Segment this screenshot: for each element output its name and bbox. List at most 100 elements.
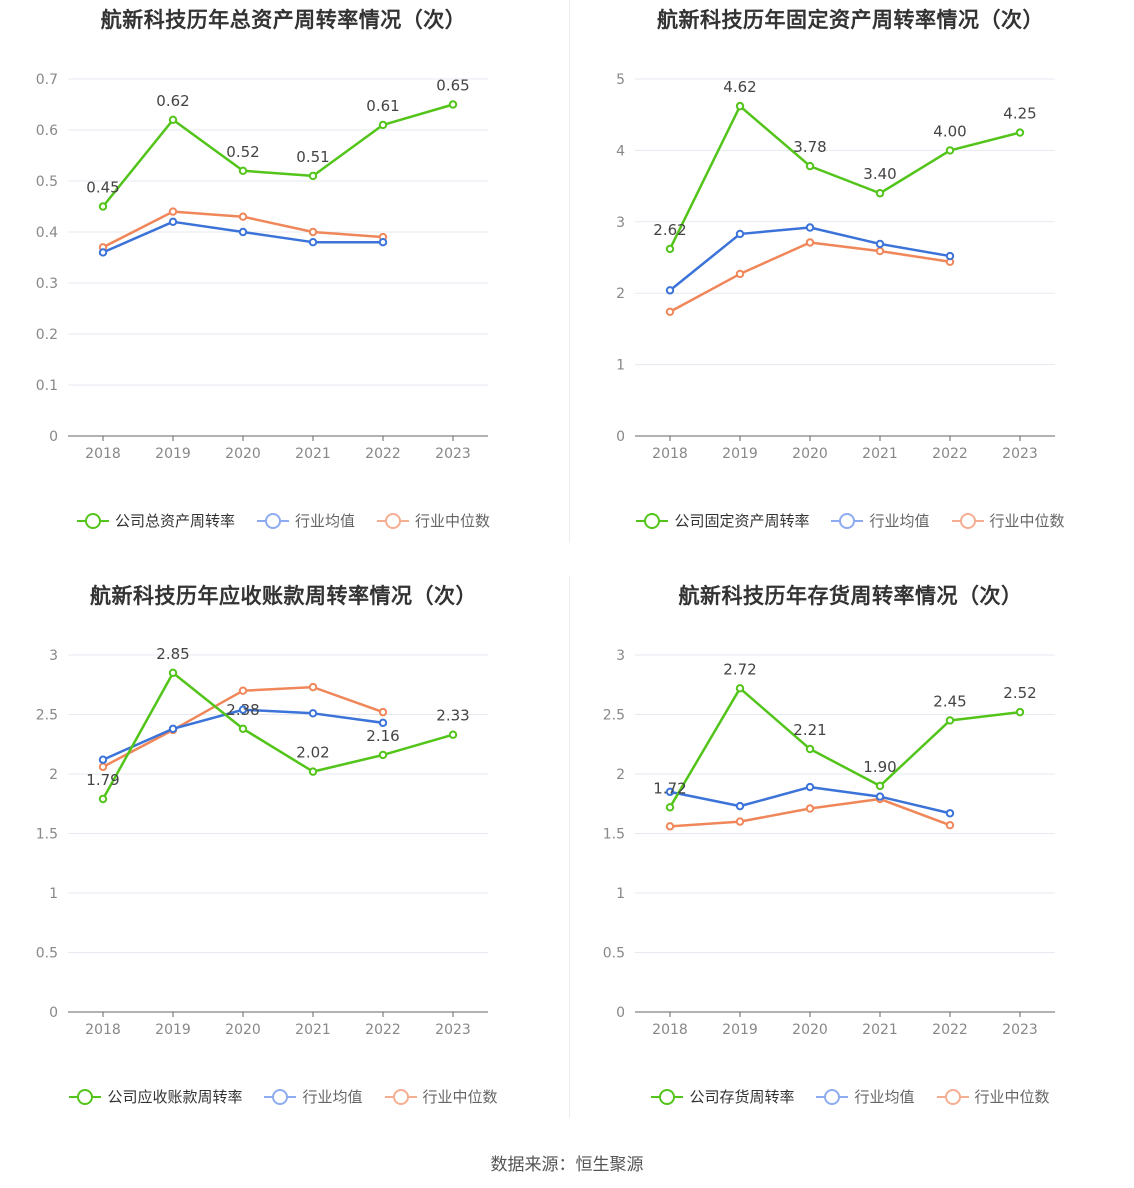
y-tick-label: 0.7 [36, 72, 58, 88]
legend-item-average[interactable]: 行业均值 [256, 510, 355, 531]
legend-item-company[interactable]: 公司固定资产周转率 [636, 510, 809, 531]
data-point-company [735, 101, 745, 111]
data-label: 3.40 [863, 165, 896, 183]
data-point-average [945, 251, 955, 261]
data-point-median [308, 227, 318, 237]
data-point-average [805, 223, 815, 232]
legend-label: 行业中位数 [422, 1088, 498, 1106]
data-point-company [875, 189, 885, 198]
y-tick-label: 4 [616, 143, 625, 159]
legend-label: 行业均值 [854, 1088, 915, 1106]
chart-plot: 0 0.1 0.2 0.3 0.4 0.5 0.6 0.7 2018 2019 2020 2021 20… [36, 72, 488, 462]
data-label: 2.72 [723, 660, 756, 678]
chart-title: 航新科技历年存货周转率情况（次） [678, 584, 1023, 608]
legend-item-median[interactable]: 行业中位数 [951, 510, 1065, 531]
data-point-average [98, 248, 108, 257]
data-point-company [1015, 128, 1025, 137]
x-tick-label: 2018 [85, 1022, 121, 1038]
data-point-average [945, 809, 955, 818]
legend-item-company[interactable]: 公司存货周转率 [651, 1086, 794, 1107]
data-label: 4.25 [1003, 105, 1036, 123]
legend-label: 行业中位数 [974, 1088, 1050, 1106]
chart-panel-total-assets: 航新科技历年总资产周转率情况（次） 0 0.1 0.2 0.3 0.4 0.5 0.6 0.7… [0, 0, 567, 575]
data-point-average [238, 705, 248, 714]
panel-divider [569, 0, 570, 543]
legend-swatch-icon [264, 1088, 297, 1105]
data-point-median [735, 817, 745, 826]
data-point-average [378, 238, 388, 247]
legend-item-median[interactable]: 行业中位数 [936, 1086, 1050, 1107]
legend-swatch-icon [816, 1088, 849, 1105]
y-tick-label: 3 [616, 648, 625, 664]
legend-item-average[interactable]: 行业均值 [831, 510, 930, 531]
chart-legend: 公司存货周转率 行业均值 行业中位数 [567, 1086, 1134, 1107]
legend-item-company[interactable]: 公司总资产周转率 [76, 510, 235, 531]
chart-panel-inventory: 航新科技历年存货周转率情况（次） 0 0.5 1 1.5 2 2.5 3 2018 2019 20… [567, 576, 1134, 1151]
legend-label: 公司存货周转率 [689, 1088, 795, 1106]
legend-swatch-icon [377, 512, 409, 529]
x-tick-label: 2020 [225, 1022, 261, 1038]
data-point-company [805, 161, 815, 171]
data-point-average [735, 229, 745, 239]
legend-label: 行业均值 [869, 512, 930, 530]
data-point-company [448, 730, 458, 739]
data-label: 1.79 [86, 771, 119, 789]
data-point-median [238, 686, 248, 695]
x-tick-label: 2018 [652, 1022, 688, 1038]
y-tick-label: 3 [616, 215, 625, 231]
y-tick-label: 0 [616, 1005, 625, 1021]
data-point-company [308, 171, 318, 181]
data-label: 2.45 [933, 692, 966, 710]
data-point-average [238, 227, 248, 237]
legend-item-average[interactable]: 行业均值 [264, 1086, 363, 1107]
legend-item-company[interactable]: 公司应收账款周转率 [69, 1086, 242, 1107]
series-line-average [669, 226, 951, 292]
data-point-average [875, 792, 885, 801]
legend-label: 行业均值 [294, 512, 355, 530]
y-tick-label: 0.1 [36, 378, 58, 394]
chart-plot: 0 1 2 3 4 5 2018 2019 2020 2021 2022 2023 2.62 4.62 3.… [616, 72, 1055, 462]
x-tick-label: 2020 [792, 1022, 828, 1038]
chart-panel-fixed-assets: 航新科技历年固定资产周转率情况（次） 0 1 2 3 4 5 2018 2019 2020 202… [567, 0, 1134, 575]
x-tick-label: 2022 [932, 446, 968, 462]
data-point-average [665, 787, 675, 797]
legend-label: 行业中位数 [989, 512, 1065, 530]
y-tick-label: 2 [616, 286, 625, 302]
x-tick-label: 2023 [1002, 446, 1038, 462]
series-line-company [668, 104, 1021, 250]
legend-swatch-icon [651, 1088, 684, 1105]
chart-panel-receivables: 航新科技历年应收账款周转率情况（次） 0 0.5 1 1.5 2 2.5 3 2018 2019… [0, 576, 567, 1151]
legend-label: 行业均值 [302, 1088, 363, 1106]
x-tick-label: 2021 [295, 1022, 331, 1038]
legend-swatch-icon [69, 1088, 102, 1105]
data-point-median [308, 682, 318, 692]
legend-item-median[interactable]: 行业中位数 [384, 1086, 498, 1107]
x-tick-label: 2022 [365, 1022, 401, 1038]
legend-label: 公司固定资产周转率 [674, 512, 810, 530]
data-point-company [875, 781, 885, 791]
data-point-company [168, 668, 178, 678]
x-tick-label: 2023 [435, 446, 471, 462]
data-point-company [665, 803, 675, 812]
data-point-median [945, 820, 955, 830]
legend-item-average[interactable]: 行业均值 [816, 1086, 915, 1107]
legend-item-median[interactable]: 行业中位数 [377, 510, 490, 531]
data-point-median [665, 307, 675, 316]
data-point-median [665, 822, 675, 831]
x-tick-label: 2023 [435, 1022, 471, 1038]
data-point-median [238, 212, 248, 221]
data-label: 2.38 [226, 701, 259, 719]
data-point-median [168, 207, 178, 216]
y-tick-label: 0 [616, 429, 625, 445]
data-point-average [308, 709, 318, 718]
x-tick-label: 2018 [85, 446, 121, 462]
data-label: 0.51 [296, 148, 329, 166]
x-tick-label: 2021 [862, 446, 898, 462]
y-tick-label: 0.5 [603, 946, 625, 962]
chart-legend: 公司应收账款周转率 行业均值 行业中位数 [0, 1086, 567, 1107]
legend-label: 行业中位数 [415, 512, 491, 530]
y-tick-label: 0.2 [36, 327, 58, 343]
series-line-company [668, 687, 1021, 808]
chart-title: 航新科技历年应收账款周转率情况（次） [90, 584, 477, 608]
x-tick-label: 2018 [652, 446, 688, 462]
